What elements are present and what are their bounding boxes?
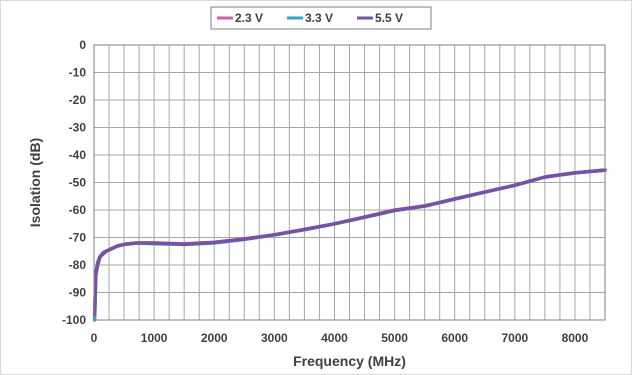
x-tick-label: 0 (91, 331, 98, 345)
y-tick-label: -90 (69, 286, 87, 300)
y-tick-label: -70 (69, 231, 87, 245)
legend-label: 3.3 V (305, 11, 333, 25)
y-axis-label: Isolation (dB) (27, 138, 43, 227)
y-tick-label: -30 (69, 121, 87, 135)
x-tick-label: 4000 (321, 331, 348, 345)
legend-label: 5.5 V (375, 11, 403, 25)
legend-label: 2.3 V (235, 11, 263, 25)
y-tick-label: -20 (69, 93, 87, 107)
series-line-5-5-v (92, 168, 607, 317)
series-layer (92, 168, 607, 322)
y-tick-label: 0 (79, 38, 86, 52)
grid (94, 45, 605, 320)
legend-box (210, 6, 432, 30)
x-tick-label: 1000 (141, 331, 168, 345)
x-tick-label: 5000 (381, 331, 408, 345)
plot-area-frame (93, 44, 606, 321)
y-tick-label: -10 (69, 66, 87, 80)
y-tick-label: -80 (69, 258, 87, 272)
y-tick-label: -100 (62, 313, 86, 327)
y-tick-label: -50 (69, 176, 87, 190)
x-tick-label: 6000 (441, 331, 468, 345)
y-tick-label: -60 (69, 203, 87, 217)
x-tick-label: 2000 (201, 331, 228, 345)
x-axis-label: Frequency (MHz) (293, 353, 406, 369)
x-tick-label: 3000 (261, 331, 288, 345)
x-tick-label: 7000 (501, 331, 528, 345)
y-tick-label: -40 (69, 148, 87, 162)
legend: 2.3 V 3.3 V 5.5 V (210, 6, 432, 30)
tick-labels: 0 -10 -20 -30 -40 -50 -60 -70 -80 -90 -100 0 1000 200… (62, 38, 589, 345)
x-tick-label: 8000 (562, 331, 589, 345)
